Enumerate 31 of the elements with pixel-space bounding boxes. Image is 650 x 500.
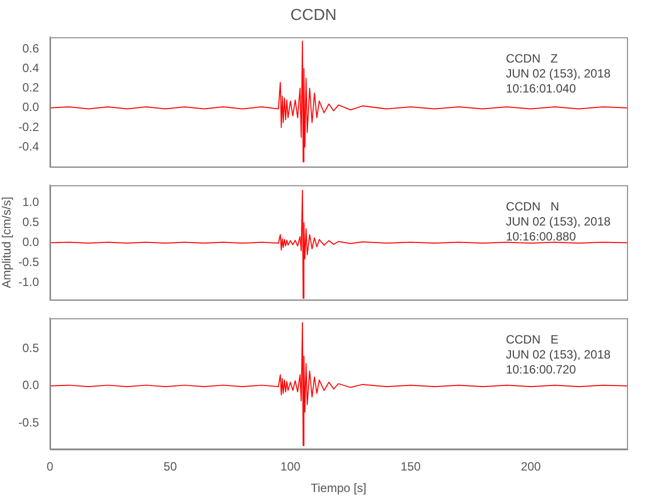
y-tick-label: 0.0: [22, 235, 40, 250]
annotation: CCDN E: [506, 332, 558, 347]
y-tick-label: -0.5: [18, 415, 40, 430]
x-tick-label: 100: [280, 460, 301, 474]
chart-title: CCDN: [290, 7, 337, 24]
annotation: JUN 02 (153), 2018: [506, 214, 611, 229]
y-tick-label: 0.5: [22, 214, 40, 229]
x-axis-title: Tiempo [s]: [310, 481, 366, 496]
x-tick-label: 150: [400, 460, 421, 474]
y-tick-label: 0.5: [22, 341, 40, 356]
annotation: CCDN N: [506, 200, 560, 214]
x-tick-label: 0: [46, 460, 54, 474]
y-tick-label: 0.2: [22, 80, 40, 95]
y-tick-label: -0.5: [18, 255, 40, 270]
annotation: 10:16:01.040: [506, 82, 576, 96]
y-tick-label: 1.0: [22, 194, 40, 209]
y-tick-label: -0.4: [18, 139, 40, 154]
annotation: 10:16:00.880: [506, 230, 576, 244]
y-tick-label: 0.6: [22, 41, 40, 56]
x-tick-label: 200: [520, 460, 542, 474]
annotation: 10:16:00.720: [506, 362, 576, 377]
y-tick-label: -0.2: [18, 120, 40, 134]
y-tick-label: 0.4: [22, 60, 40, 75]
y-tick-label: 0.0: [22, 378, 40, 392]
y-tick-label: -1.0: [18, 275, 40, 290]
y-tick-label: 0.0: [22, 100, 40, 114]
annotation: CCDN Z: [506, 52, 558, 66]
annotation: JUN 02 (153), 2018: [506, 348, 611, 362]
annotation: JUN 02 (153), 2018: [506, 66, 611, 81]
x-tick-label: 50: [164, 460, 178, 474]
y-axis-title: Amplitud [cm/s/s]: [0, 196, 14, 288]
